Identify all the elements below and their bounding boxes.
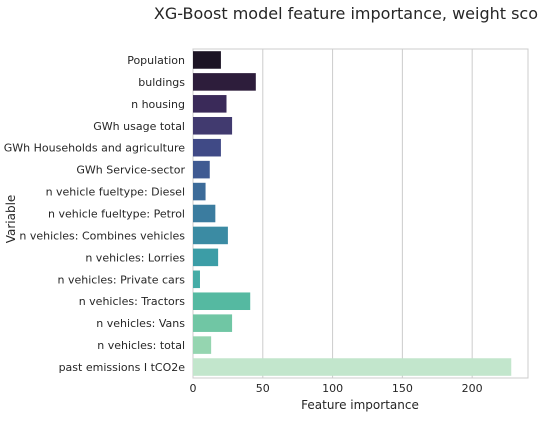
y-tick-label: buldings bbox=[138, 76, 185, 89]
bar bbox=[193, 73, 256, 91]
bar bbox=[193, 358, 511, 376]
x-tick-label: 0 bbox=[190, 382, 197, 395]
bar bbox=[193, 139, 221, 157]
bar bbox=[193, 336, 211, 354]
y-tick-label: GWh Households and agriculture bbox=[4, 142, 185, 155]
y-tick-label: n vehicles: Vans bbox=[96, 317, 185, 330]
bar bbox=[193, 271, 200, 289]
y-tick-label: GWh usage total bbox=[93, 120, 185, 133]
bar bbox=[193, 161, 210, 179]
bar bbox=[193, 292, 250, 310]
y-tick-label: n vehicles: Lorries bbox=[85, 251, 185, 264]
x-tick-label: 50 bbox=[256, 382, 270, 395]
bar bbox=[193, 117, 232, 135]
y-tick-label: n housing bbox=[131, 98, 185, 111]
x-tick-label: 200 bbox=[462, 382, 483, 395]
x-tick-label: 150 bbox=[392, 382, 413, 395]
bar bbox=[193, 205, 215, 223]
bar bbox=[193, 51, 221, 69]
y-tick-label: GWh Service-sector bbox=[76, 164, 185, 177]
y-tick-label: Population bbox=[127, 54, 185, 67]
y-tick-label: n vehicles: Tractors bbox=[79, 295, 186, 308]
bar bbox=[193, 314, 232, 332]
plot-area: Population buldings n housing GWh usage tot… bbox=[4, 49, 528, 395]
plot-frame bbox=[193, 49, 528, 378]
x-tick-label: 100 bbox=[322, 382, 343, 395]
bar bbox=[193, 95, 227, 113]
y-tick-label: n vehicles: Combines vehicles bbox=[19, 229, 185, 242]
bar bbox=[193, 249, 218, 267]
y-tick-label: n vehicles: total bbox=[97, 339, 185, 352]
y-tick-label: past emissions I tCO2e bbox=[59, 361, 186, 374]
y-tick-label: n vehicle fueltype: Petrol bbox=[48, 208, 185, 221]
x-axis-label: Feature importance bbox=[301, 398, 419, 412]
bar bbox=[193, 183, 206, 201]
y-tick-label: n vehicle fueltype: Diesel bbox=[46, 186, 185, 199]
chart-title: XG-Boost model feature importance, weigh… bbox=[154, 4, 539, 23]
y-tick-label: n vehicles: Private cars bbox=[58, 273, 186, 286]
bar bbox=[193, 227, 228, 245]
y-axis-label: Variable bbox=[4, 195, 18, 244]
